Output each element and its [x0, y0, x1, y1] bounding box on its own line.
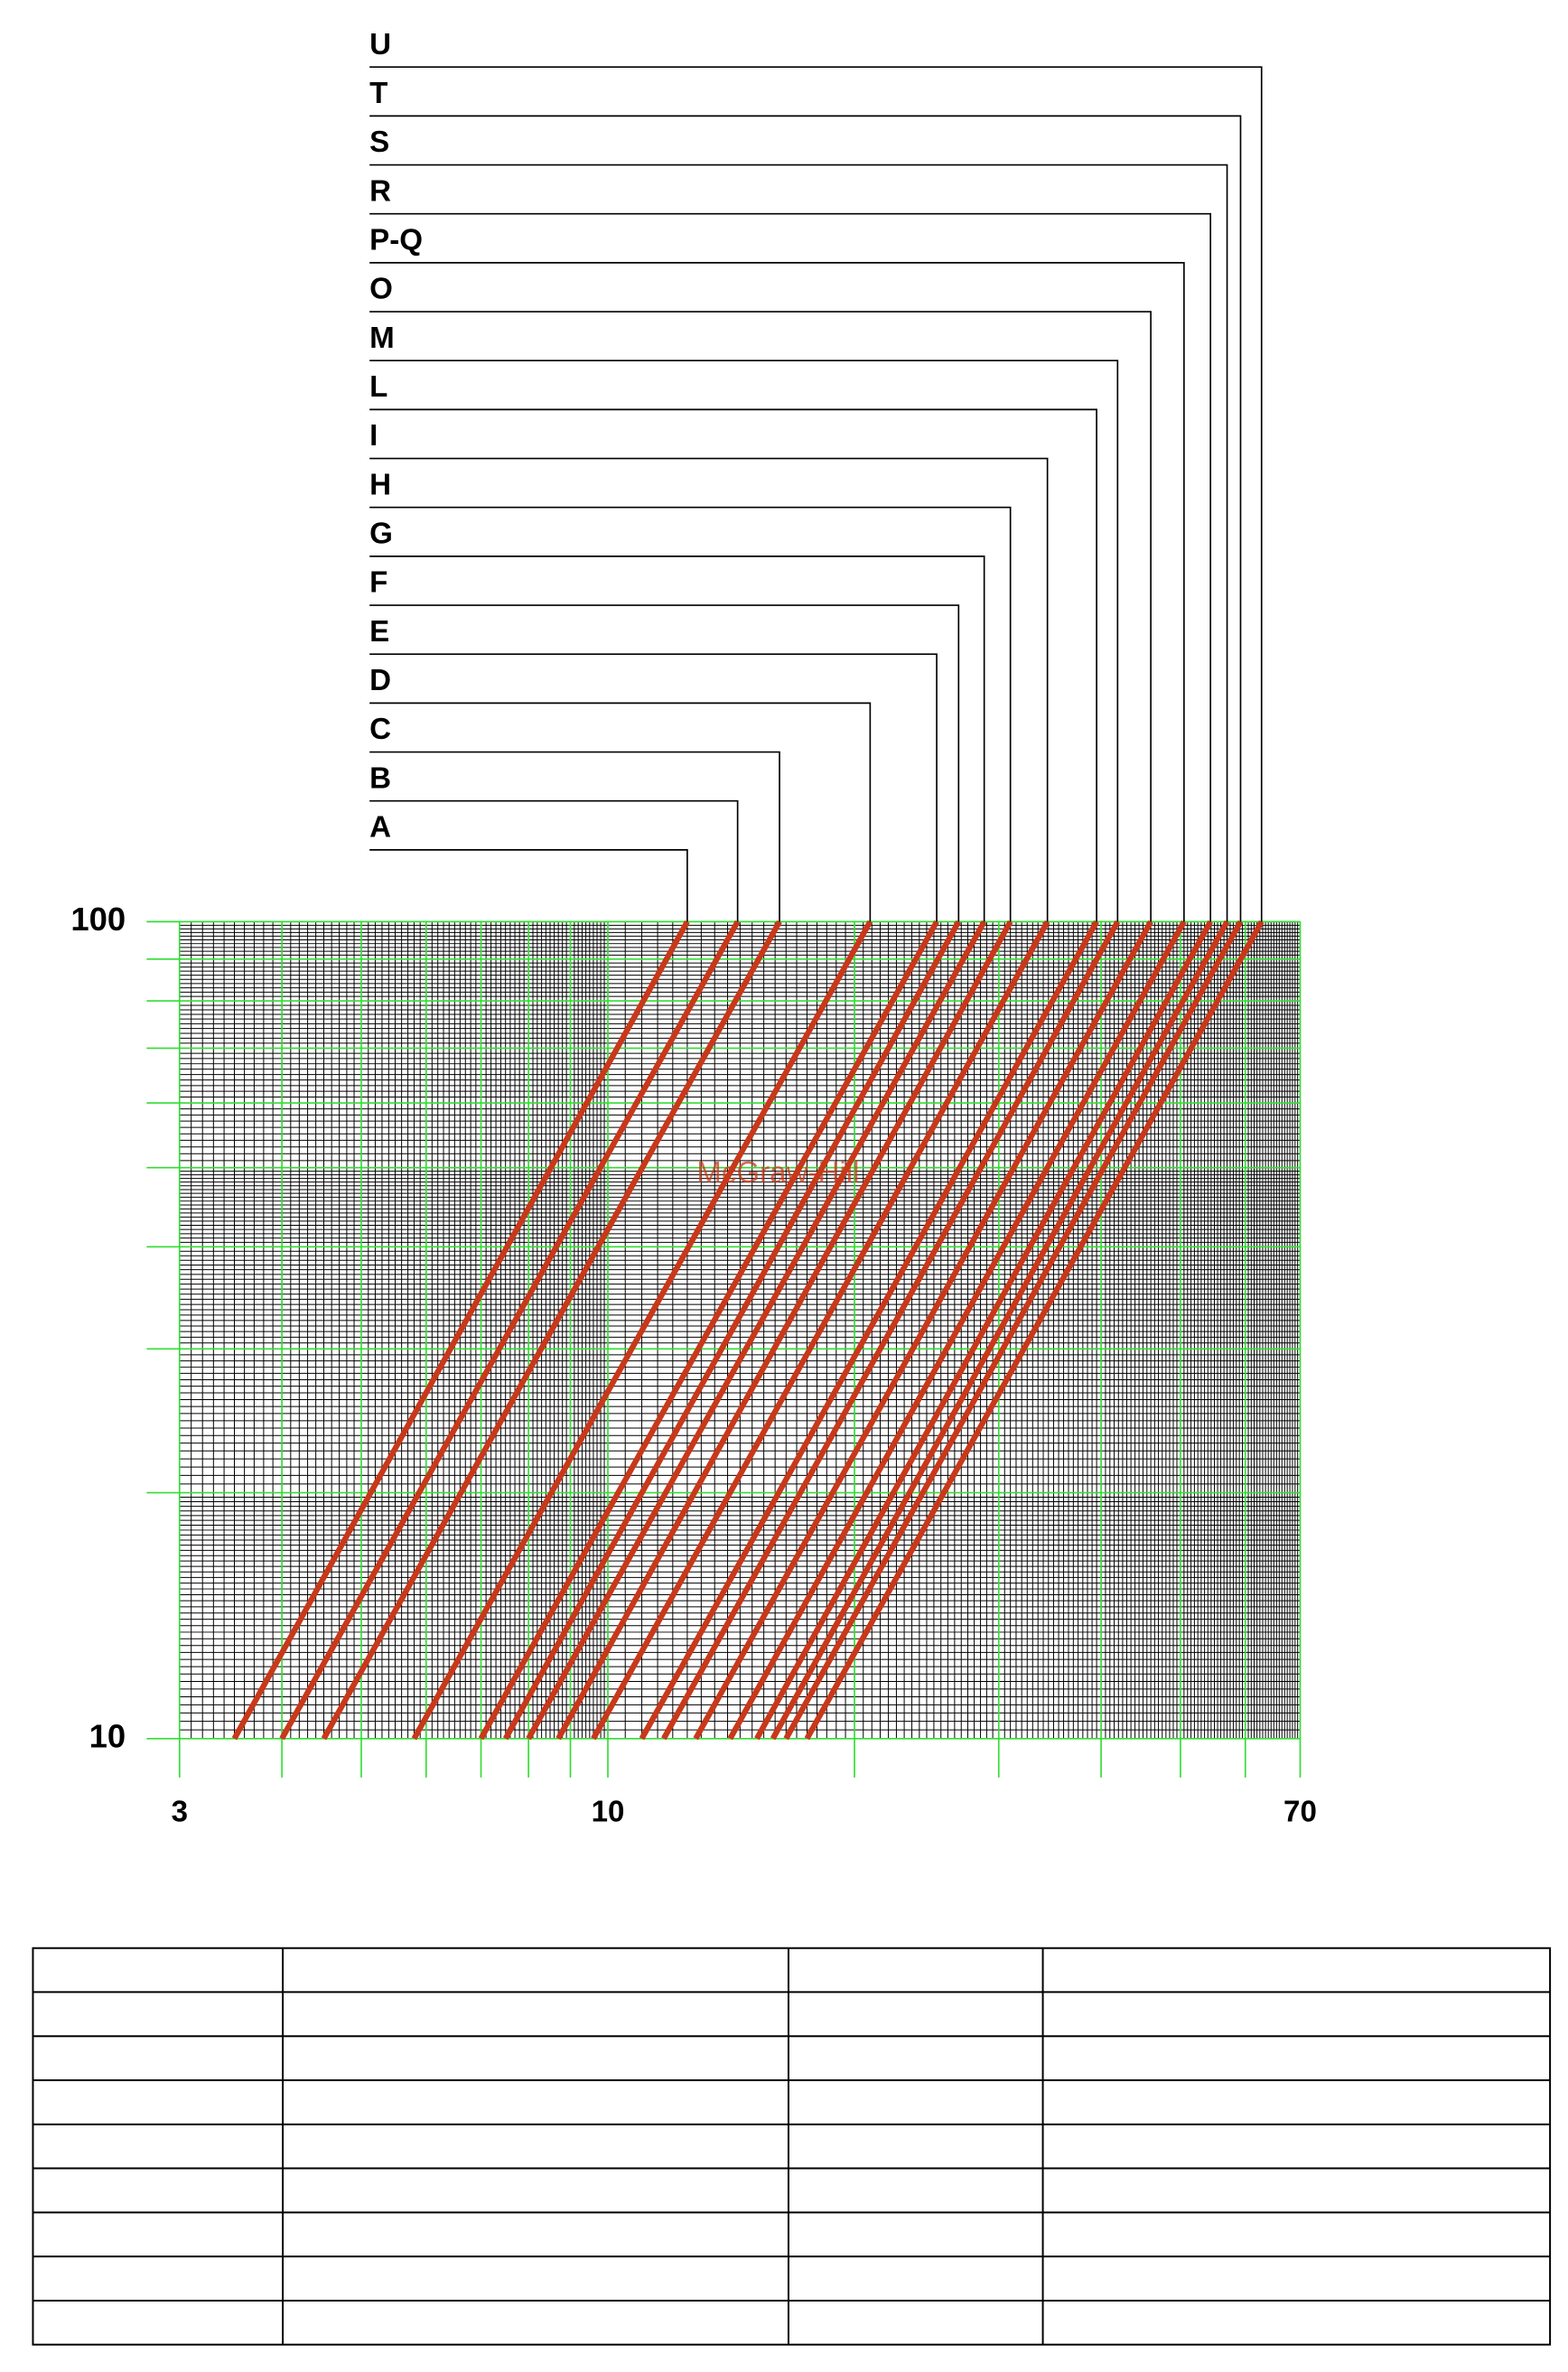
- leader-line: [369, 212, 1211, 922]
- series-line: [478, 920, 939, 1741]
- leader-line: [369, 506, 1012, 922]
- series-label: E: [369, 615, 389, 649]
- series-line: [693, 920, 1153, 1741]
- series-line: [770, 920, 1230, 1741]
- table-border: [32, 1947, 1552, 2346]
- series-line: [783, 920, 1244, 1741]
- series-line: [279, 920, 741, 1741]
- leader-line: [369, 163, 1228, 922]
- series-label: R: [369, 174, 391, 208]
- series-label: D: [369, 664, 391, 697]
- series-label: M: [369, 322, 395, 355]
- leader-line: [369, 360, 1119, 922]
- series-label: O: [369, 273, 393, 306]
- leader-line: [369, 457, 1049, 922]
- series-label: L: [369, 370, 387, 404]
- leader-line: [369, 702, 872, 922]
- series-label: B: [369, 761, 391, 795]
- leader-line: [369, 799, 739, 922]
- series-label: I: [369, 419, 378, 453]
- series-label: C: [369, 713, 391, 746]
- grid: 3 10 70 10 100: [70, 901, 1317, 1828]
- series-line: [727, 920, 1187, 1741]
- leader-line: [369, 556, 985, 922]
- series-line: [231, 920, 690, 1741]
- x-tick-label: 70: [1283, 1795, 1317, 1828]
- series-line: [411, 920, 873, 1741]
- series-label: G: [369, 517, 393, 550]
- series-label: S: [369, 126, 389, 159]
- series-line: [321, 920, 782, 1741]
- series-line: [661, 920, 1121, 1741]
- series-line: [526, 920, 987, 1741]
- x-tick-label: 10: [592, 1795, 625, 1828]
- series-label: T: [369, 77, 387, 110]
- leader-line: [369, 115, 1242, 922]
- series-line: [591, 920, 1050, 1741]
- leader-line: [369, 408, 1097, 922]
- series-line: [804, 920, 1265, 1741]
- series-line: [555, 920, 1013, 1741]
- series-label: F: [369, 566, 387, 600]
- x-tick-label: 3: [172, 1795, 188, 1828]
- series-label: U: [369, 28, 391, 61]
- leader-line: [369, 751, 780, 922]
- leader-line: [369, 311, 1152, 922]
- series-line: [639, 920, 1099, 1741]
- y-tick-label: 100: [70, 901, 126, 938]
- leader-line: [369, 262, 1185, 922]
- leader-line: [369, 604, 960, 922]
- series-label: A: [369, 810, 391, 844]
- series-label: P-Q: [369, 223, 423, 257]
- empty-table: [32, 1947, 1552, 2346]
- leader-line: [369, 849, 688, 922]
- series-line: [754, 920, 1213, 1741]
- leader-line: [369, 653, 938, 922]
- series-line: [502, 920, 962, 1741]
- series-label: H: [369, 468, 391, 501]
- leader-line: [369, 66, 1263, 922]
- y-tick-label: 10: [89, 1717, 126, 1754]
- watermark: McGraw-Hill: [696, 1156, 859, 1190]
